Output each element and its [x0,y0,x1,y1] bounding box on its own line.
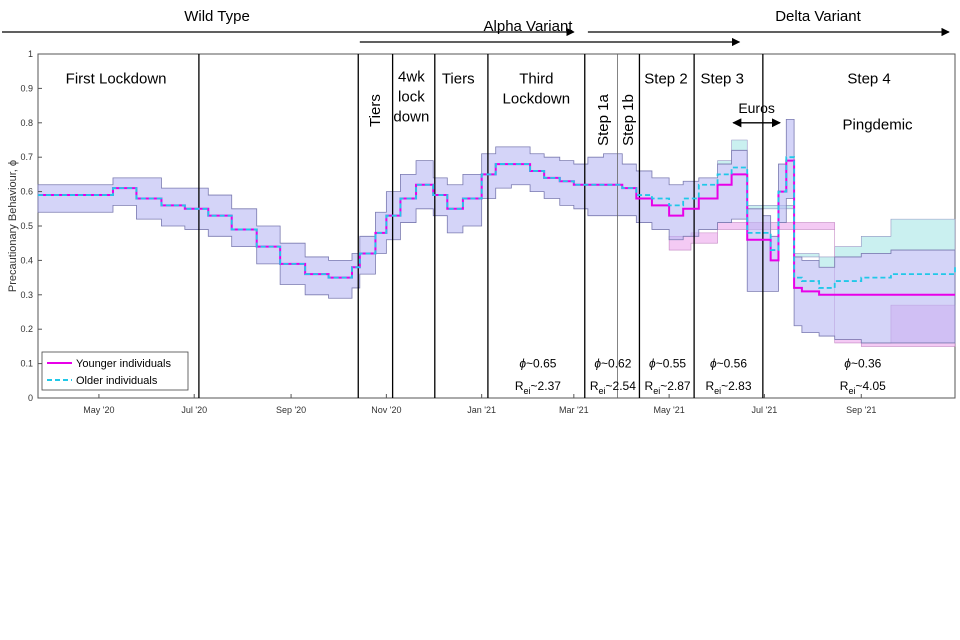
y-tick-label: 0.4 [20,255,33,265]
r-symbol: R [705,379,714,393]
r-value: ~2.37 [531,379,562,393]
phi-symbol: ϕ [710,357,717,371]
phi-value: ~0.36 [851,357,882,371]
y-tick-label: 0.3 [20,290,33,300]
x-tick-label: May '21 [654,405,685,415]
shared-range-band [37,118,956,344]
r-subscript: ei [714,386,721,396]
r-annotation: Rei~2.37 [515,379,561,396]
y-tick-label: 1 [28,49,33,59]
phi-value: ~0.62 [601,357,632,371]
r-annotation: Rei~4.05 [840,379,886,396]
y-tick-label: 0.2 [20,324,33,334]
variant-label: Alpha Variant [484,18,574,35]
r-annotation: Rei~2.83 [705,379,751,396]
x-tick-label: Sep '21 [846,405,876,415]
phase-label: Lockdown [503,90,571,107]
phase-label: down [393,109,429,126]
plot-area: 0 0.1 0.2 0.3 0.4 0.5 0.6 0.7 0.8 0.9 1 May '20 Jul … [7,49,956,415]
phi-annotation: ϕ~0.62 [594,357,631,371]
r-value: ~2.87 [660,379,691,393]
legend-label: Older individuals [76,375,158,387]
r-symbol: R [590,379,599,393]
phase-label: Tiers [367,94,384,127]
event-label: Euros [738,100,775,116]
phi-symbol: ϕ [844,357,851,371]
r-value: ~2.54 [606,379,637,393]
phi-value: ~0.55 [656,357,687,371]
phase-label: Step 2 [644,70,687,87]
r-symbol: R [840,379,849,393]
phi-value: ~0.56 [717,357,748,371]
r-subscript: ei [848,386,855,396]
y-tick-label: 0 [28,393,33,403]
x-tick-label: May '20 [83,405,114,415]
phase-label: Step 4 [847,70,890,87]
y-axis-label: Precautionary Behaviour, ϕ [7,160,19,292]
legend-label: Younger individuals [76,358,171,370]
r-annotation: Rei~2.87 [645,379,691,396]
x-tick-label: Sep '20 [276,405,306,415]
variant-label: Delta Variant [775,8,861,25]
variant-arrows-layer: Wild Type Alpha Variant Delta Variant [2,8,950,47]
y-tick-label: 0.5 [20,221,33,231]
y-tick-label: 0.7 [20,152,33,162]
phi-annotation: ϕ~0.55 [649,357,686,371]
x-tick-label: Mar '21 [559,405,589,415]
r-subscript: ei [653,386,660,396]
phi-annotation: ϕ~0.36 [844,357,881,371]
legend-box [41,351,189,391]
x-tick-label: Jul '20 [181,405,207,415]
phi-annotation: ϕ~0.65 [519,357,556,371]
r-annotation: Rei~2.54 [590,379,636,396]
y-tick-label: 0.6 [20,187,33,197]
phi-symbol: ϕ [594,357,601,371]
phi-annotation: ϕ~0.56 [710,357,747,371]
event-label: Pingdemic [843,117,914,134]
y-tick-label: 0.1 [20,359,33,369]
r-subscript: ei [524,386,531,396]
phase-label: Tiers [442,70,475,87]
phase-label: Third [519,70,553,87]
phase-label: lock [398,89,425,106]
phase-label: Step 1b [620,94,637,146]
phase-label: Step 1a [595,94,612,146]
phase-label: Step 3 [701,70,744,87]
y-tick-label: 0.8 [20,118,33,128]
phase-label: 4wk [398,69,425,86]
phi-symbol: ϕ [519,357,526,371]
variant-label: Wild Type [184,8,250,25]
x-tick-label: Jan '21 [467,405,496,415]
series-line-older [38,156,956,289]
x-tick-label: Jul '21 [752,405,778,415]
phi-symbol: ϕ [649,357,656,371]
r-value: ~4.05 [855,379,886,393]
r-symbol: R [645,379,654,393]
r-subscript: ei [599,386,606,396]
phase-label: First Lockdown [66,70,167,87]
x-tick-label: Nov '20 [371,405,401,415]
r-value: ~2.83 [721,379,752,393]
phi-value: ~0.65 [526,357,557,371]
r-symbol: R [515,379,524,393]
y-tick-label: 0.9 [20,83,33,93]
